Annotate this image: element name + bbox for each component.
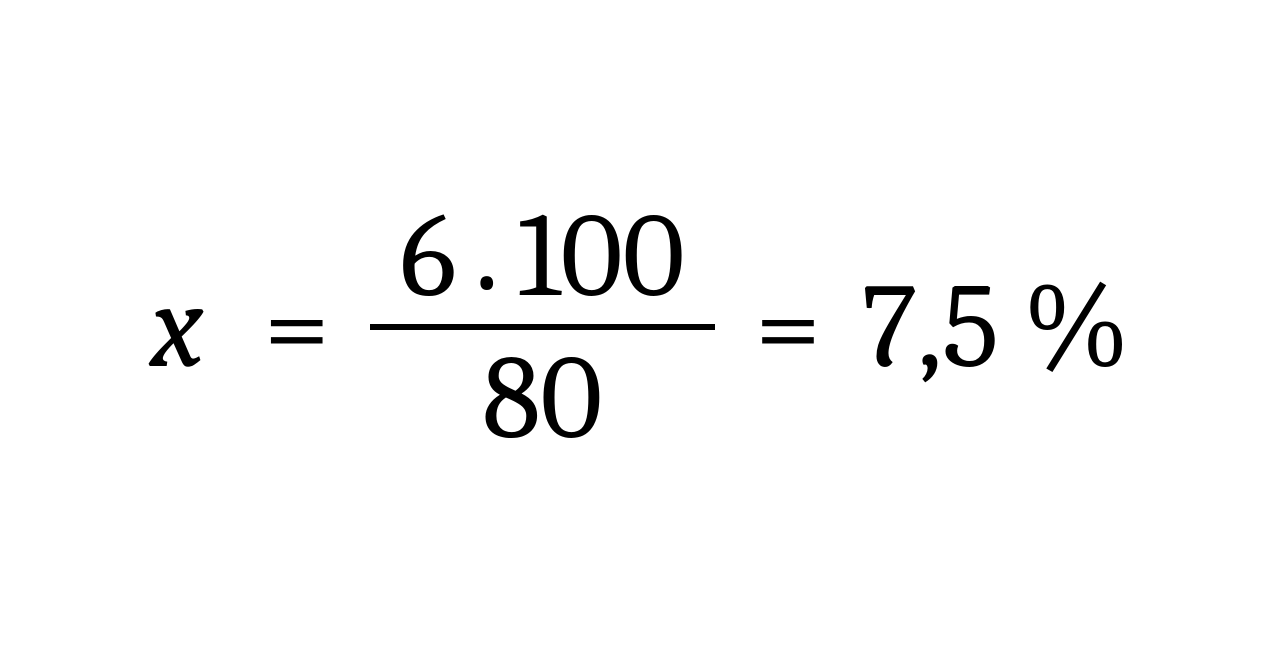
percent-sign: % xyxy=(1023,267,1130,387)
numerator-right: 100 xyxy=(517,196,685,316)
equals-sign-2: = xyxy=(755,267,821,387)
fraction: 6 . 100 80 xyxy=(370,196,715,458)
math-equation: x = 6 . 100 80 = 7,5 % xyxy=(150,196,1130,458)
denominator: 80 xyxy=(452,330,632,458)
numerator: 6 . 100 xyxy=(370,196,715,324)
equals-sign-1: = xyxy=(264,267,330,387)
result-value: 7,5 xyxy=(861,267,999,387)
numerator-left: 6 xyxy=(400,196,456,316)
variable-x: x xyxy=(150,267,204,387)
multiplication-dot: . xyxy=(474,190,499,310)
result: 7,5 % xyxy=(861,267,1130,387)
